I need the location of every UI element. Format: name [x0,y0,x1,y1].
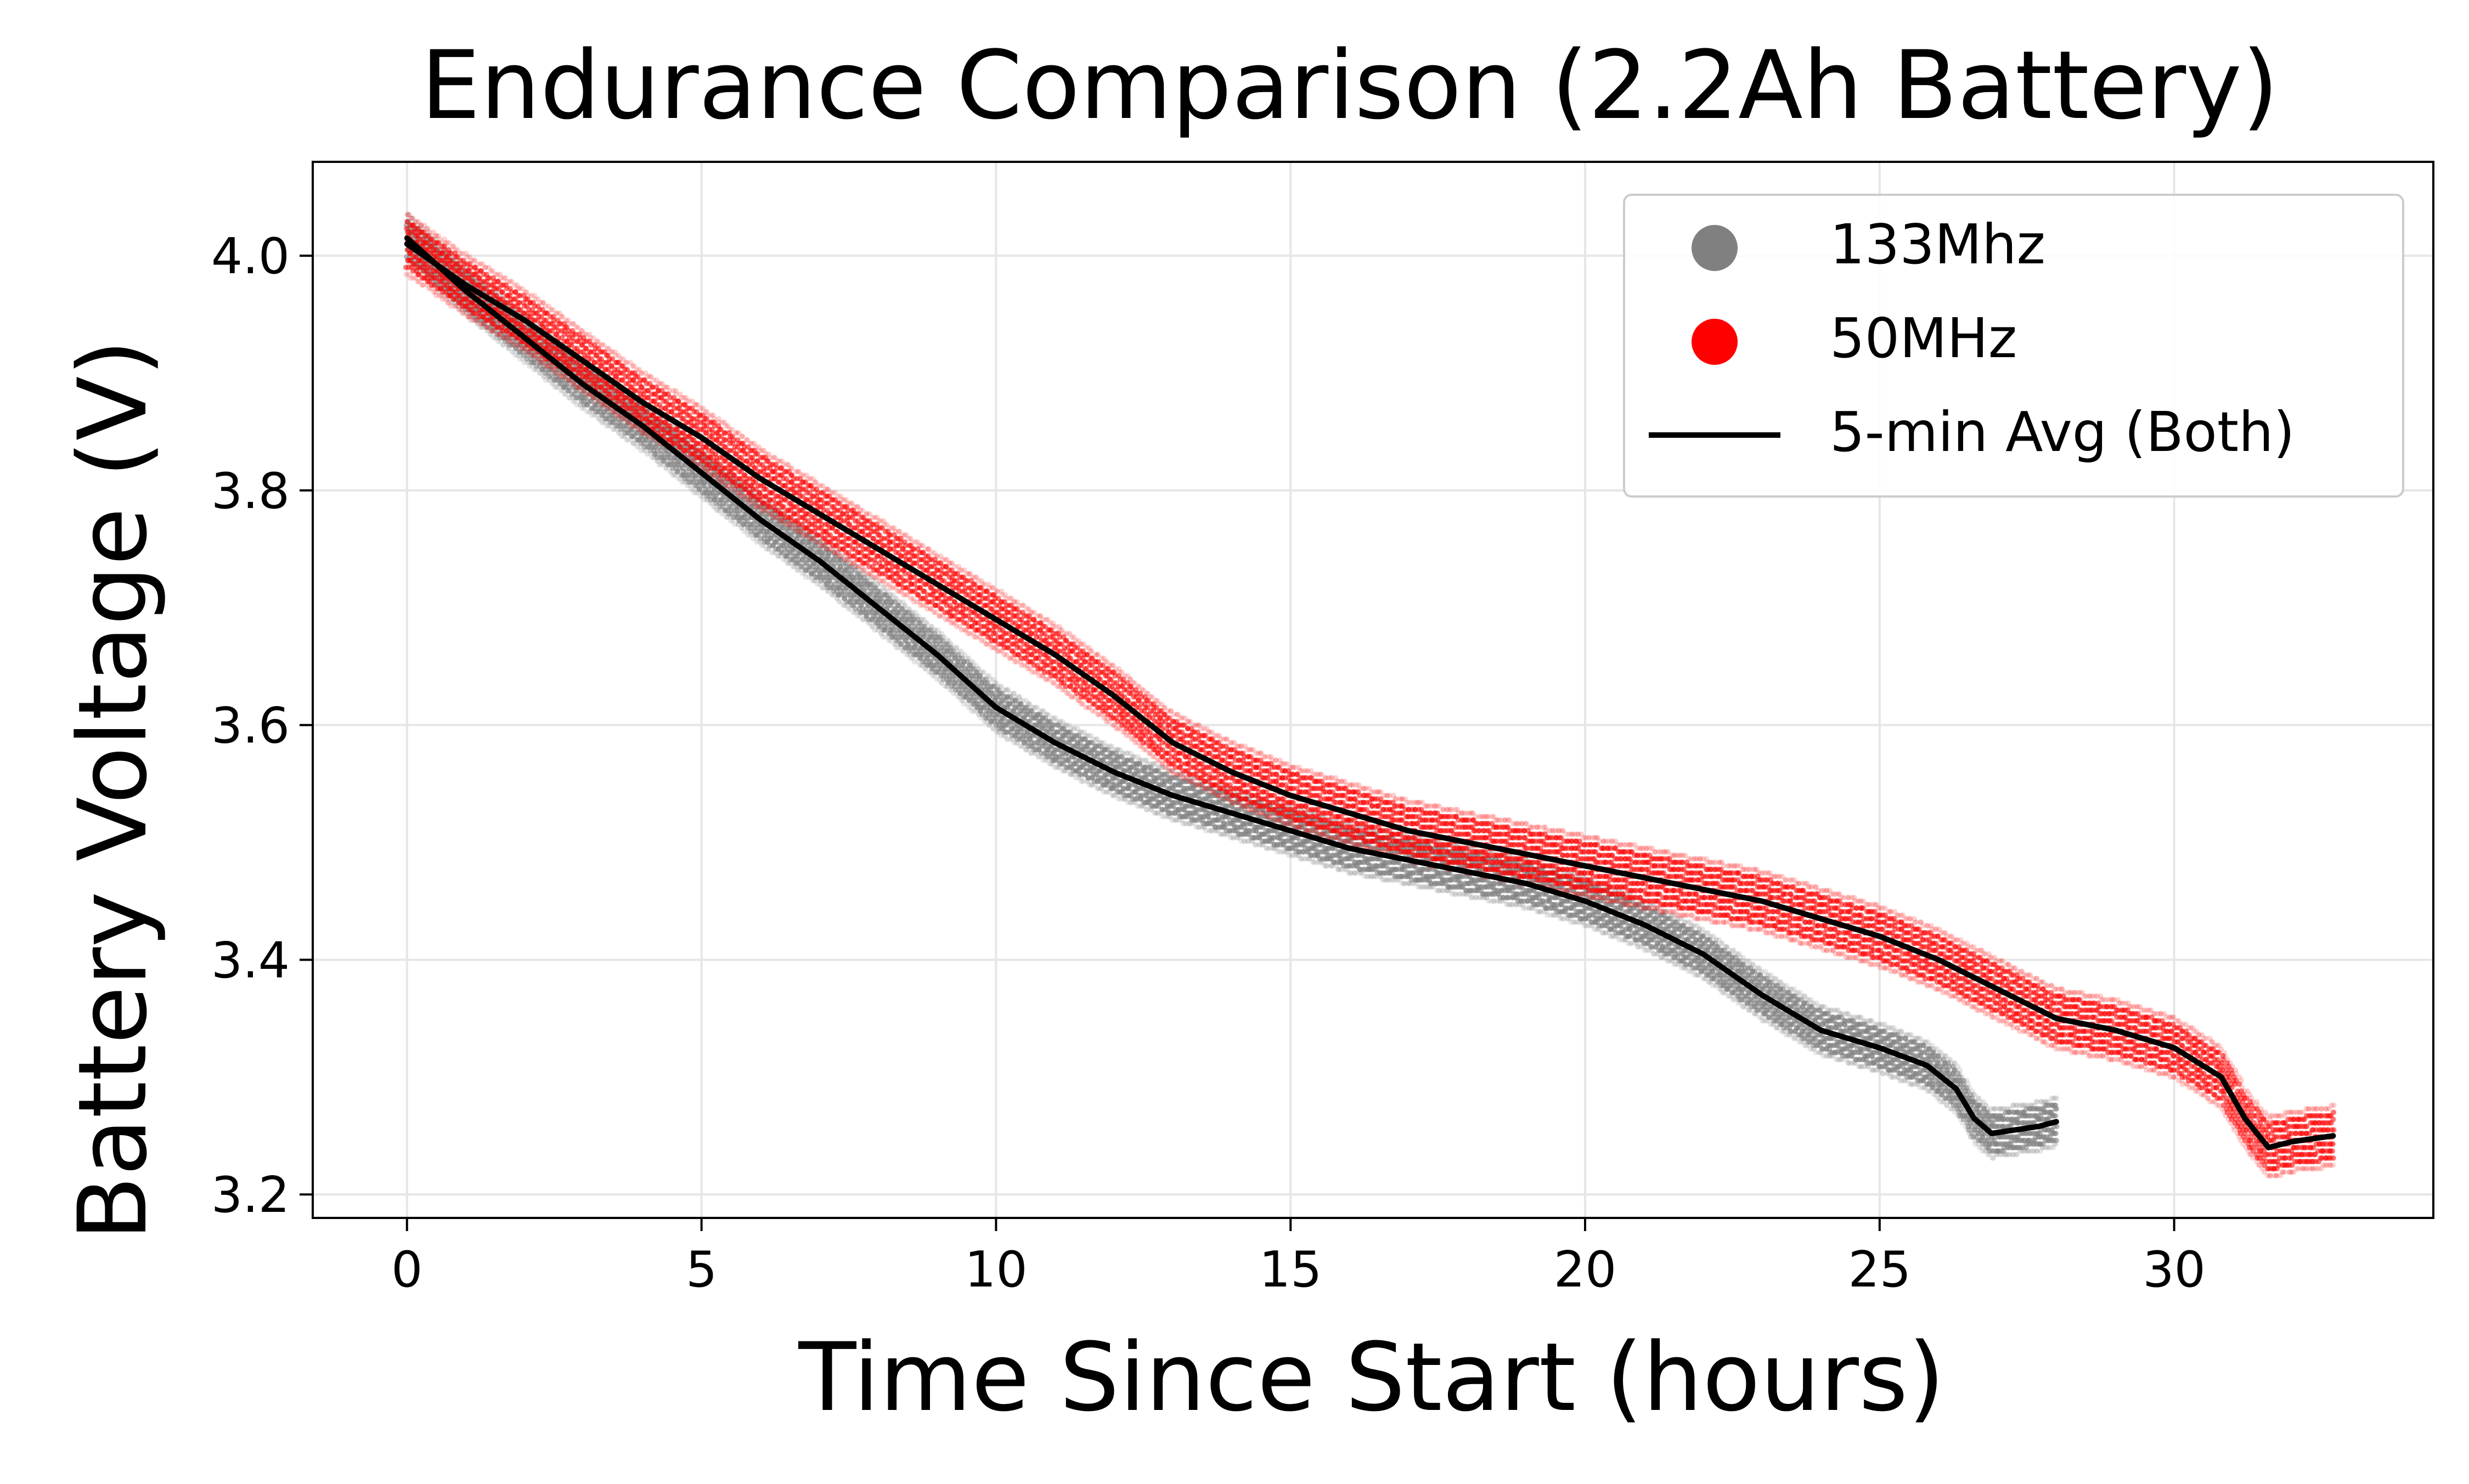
chart-svg: 0510152025303.23.43.63.84.0 Endurance Co… [0,0,2469,1481]
chart: 0510152025303.23.43.63.84.0 Endurance Co… [0,0,2469,1481]
